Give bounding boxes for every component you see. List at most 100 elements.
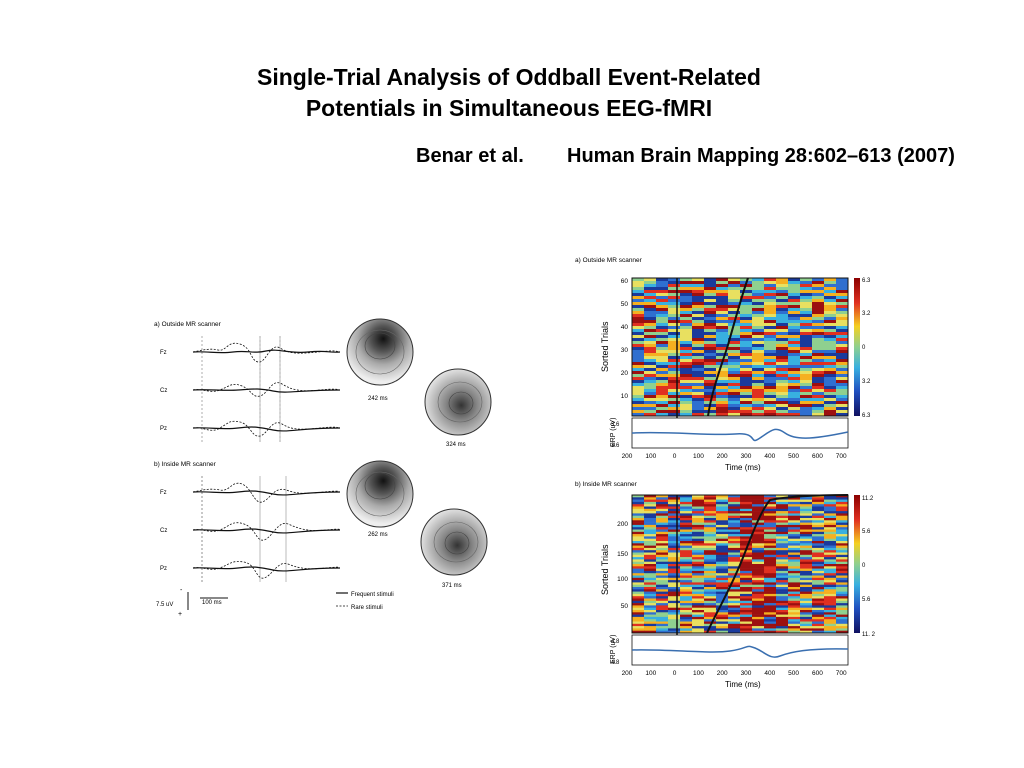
heatmap-cell <box>716 559 729 562</box>
heatmap-cell <box>668 335 681 339</box>
heatmap-cell <box>740 626 753 629</box>
heatmap-cell <box>836 326 849 330</box>
heatmap-cell <box>680 323 693 327</box>
heatmap-cell <box>776 299 789 303</box>
ytick-label: 100 <box>617 576 628 583</box>
heatmap-cell <box>824 570 837 574</box>
heatmap-cell <box>644 335 657 339</box>
heatmap-cell <box>668 398 681 402</box>
heatmap-cell <box>704 520 717 523</box>
topomap-b2-time: 371 ms <box>442 583 462 589</box>
heatmap-cell <box>632 616 645 620</box>
heatmap-cell <box>692 531 705 535</box>
heatmap-cell <box>800 407 813 411</box>
heatmap-cell <box>668 518 681 521</box>
heatmap-cell <box>728 529 741 533</box>
heatmap-cell <box>644 344 657 348</box>
heatmap-cell <box>812 550 825 553</box>
ylabel-erp-b: ERP (uV) <box>610 635 617 664</box>
heatmap-cell <box>644 299 657 303</box>
heatmap-cell <box>776 377 789 381</box>
heatmap-cell <box>836 407 849 411</box>
heatmap-cell <box>824 584 837 588</box>
heatmap-cell <box>764 398 777 402</box>
heatmap-cell <box>836 389 849 393</box>
heatmap-cell <box>824 614 837 618</box>
heatmap-cell <box>680 621 693 625</box>
heatmap-cell <box>812 580 825 583</box>
topomap-a2 <box>424 368 492 436</box>
heatmap-cell <box>764 529 777 533</box>
heatmap-cell <box>632 626 645 629</box>
heatmap-cell <box>656 314 669 318</box>
heatmap-cell <box>668 377 681 381</box>
heatmap-cell <box>812 543 825 546</box>
heatmap-cell <box>644 398 657 402</box>
heatmap-cell <box>692 621 705 625</box>
heatmap-cell <box>728 557 741 560</box>
heatmap-cell <box>788 598 801 602</box>
topomap-b1 <box>346 460 414 528</box>
heatmap-cell <box>836 527 849 530</box>
heatmap-cell <box>704 504 717 507</box>
heatmap-cell <box>692 529 705 533</box>
heatmap-cell <box>728 536 741 539</box>
heatmap-cell <box>644 589 657 592</box>
heatmap-cell <box>692 404 705 408</box>
heatmap-cell <box>656 522 669 526</box>
heatmap-cell <box>632 371 645 375</box>
heatmap-cell <box>836 520 849 523</box>
right-panel-a-label: a) Outside MR scanner <box>575 257 643 264</box>
heatmap-cell <box>800 332 813 336</box>
heatmap-cell <box>716 612 729 615</box>
heatmap-cell <box>764 314 777 318</box>
heatmap-cell <box>764 365 777 369</box>
heatmap-cell <box>704 398 717 402</box>
heatmap-cell <box>728 626 741 629</box>
heatmap-cell <box>740 287 753 291</box>
heatmap-cell <box>632 520 645 523</box>
heatmap-cell <box>776 281 789 285</box>
heatmap-cell <box>788 626 801 629</box>
heatmap-cell <box>800 591 813 595</box>
heatmap-cell <box>716 320 729 324</box>
heatmap-cell <box>776 365 789 369</box>
heatmap-cell <box>752 311 765 315</box>
heatmap-cell <box>632 547 645 551</box>
heatmap-cell <box>704 534 717 537</box>
heatmap-cell <box>800 564 813 567</box>
heatmap-cell <box>644 591 657 595</box>
heatmap-cell <box>824 552 837 556</box>
heatmap-cell <box>632 598 645 602</box>
heatmap-cell <box>632 554 645 558</box>
heatmap-cell <box>680 614 693 618</box>
heatmap-cell <box>692 401 705 405</box>
heatmap-cell <box>632 515 645 519</box>
heatmap-cell <box>824 534 837 537</box>
heatmap-cell <box>812 386 825 390</box>
heatmap-cell <box>836 561 849 565</box>
heatmap-cell <box>632 320 645 324</box>
heatmap-cell <box>716 520 729 523</box>
heatmap-cell <box>692 541 705 544</box>
heatmap-cell <box>776 561 789 565</box>
heatmap-cell <box>632 341 645 345</box>
heatmap-cell <box>704 598 717 602</box>
heatmap-cell <box>704 522 717 526</box>
heatmap-cell <box>752 332 765 336</box>
heatmap-cell <box>836 383 849 387</box>
heatmap-cell <box>656 570 669 574</box>
heatmap-cell <box>656 550 669 553</box>
heatmap-cell <box>800 529 813 533</box>
heatmap-cell <box>824 543 837 546</box>
heatmap-cell <box>692 497 705 500</box>
heatmap-cell <box>836 568 849 572</box>
heatmap-cell <box>680 326 693 330</box>
heatmap-cell <box>740 529 753 533</box>
heatmap-cell <box>692 584 705 588</box>
heatmap-cell <box>740 587 753 590</box>
heatmap-cell <box>740 395 753 399</box>
heatmap-cell <box>800 290 813 294</box>
ytick-label: 60 <box>621 278 629 285</box>
heatmap-cell <box>812 350 825 354</box>
